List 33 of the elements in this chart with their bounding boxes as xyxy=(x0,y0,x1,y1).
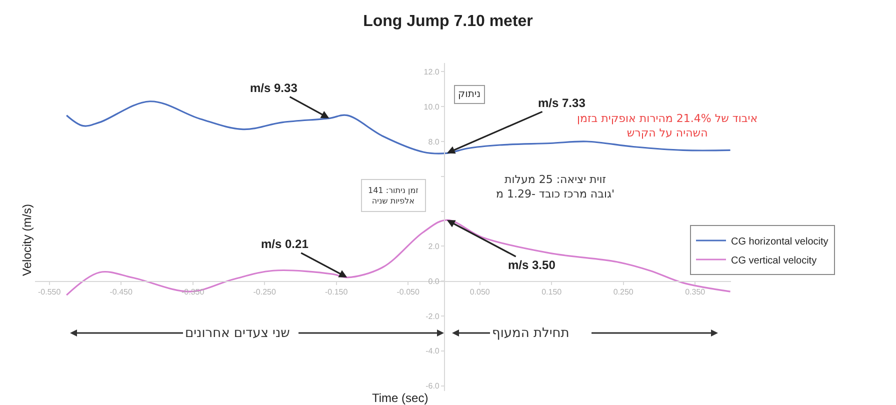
annotation: איבוד של 21.4% מהירות אופקית בזמן השהיה על הקרש xyxy=(577,112,758,140)
y-tick-label: -6.0 xyxy=(426,382,440,391)
annotation: m/s 9.33 xyxy=(250,81,298,95)
line-series xyxy=(66,219,731,296)
y-tick-label: -2.0 xyxy=(426,312,440,321)
x-tick-label: -0.250 xyxy=(253,288,276,297)
y-axis-title: Velocity (m/s) xyxy=(20,204,34,276)
annotation: m/s 7.33 xyxy=(538,96,586,110)
legend-label: CG horizontal velocity xyxy=(731,236,828,248)
y-tick-label: 12.0 xyxy=(424,68,440,77)
y-tick-label: 10.0 xyxy=(424,102,440,112)
annotation: ניתוק xyxy=(458,89,481,100)
annotation: זוית יציאה: 25 מעלות גובה מרכז כובד -1.29 מ' xyxy=(496,173,615,200)
y-tick-label: 2.0 xyxy=(428,242,440,251)
x-tick-label: 0.350 xyxy=(685,288,706,297)
annotation: זמן ניתור: 141 אלפיות שניה xyxy=(368,186,419,206)
legend-label: CG vertical velocity xyxy=(731,255,817,266)
x-tick-label: -0.050 xyxy=(396,288,420,297)
annotation: תחילת המעוף xyxy=(492,326,570,341)
y-tick-label: 0.0 xyxy=(428,276,440,286)
x-tick-label: 0.150 xyxy=(542,288,562,297)
chart-title: Long Jump 7.10 meter xyxy=(363,12,533,30)
annotation: שני צעדים אחרונים xyxy=(185,326,290,341)
x-tick-label: -0.550 xyxy=(38,288,62,297)
x-tick-label: -0.450 xyxy=(110,288,133,297)
y-tick-label: 8.0 xyxy=(428,137,440,146)
annotation: m/s 3.50 xyxy=(508,258,556,272)
x-axis-title: Time (sec) xyxy=(372,391,428,405)
x-tick-label: 0.050 xyxy=(470,288,490,297)
annotation: m/s 0.21 xyxy=(261,237,309,251)
x-tick-label: 0.250 xyxy=(613,288,634,297)
x-tick-label: -0.150 xyxy=(325,288,348,297)
y-tick-label: -4.0 xyxy=(426,346,440,356)
